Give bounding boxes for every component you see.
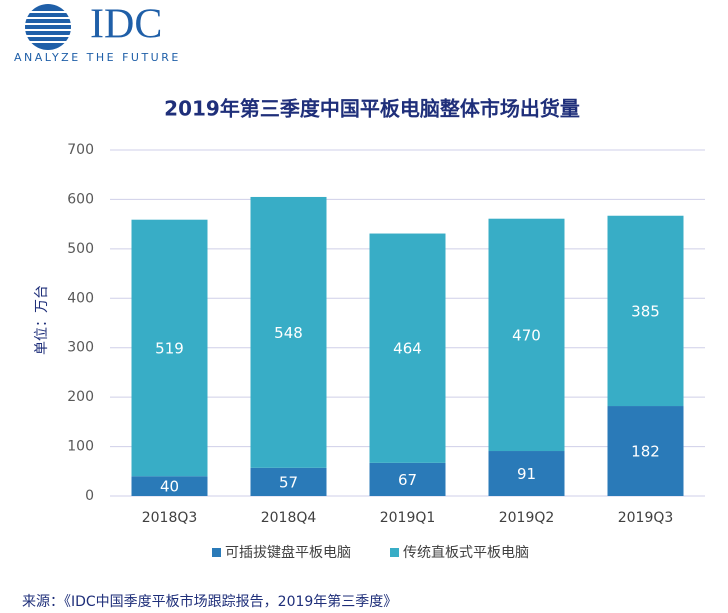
y-axis-label: 单位：万台: [34, 285, 50, 355]
logo-globe: [20, 4, 76, 50]
y-tick-label: 400: [67, 290, 94, 306]
data-label: 470: [512, 326, 541, 344]
bar-segment: [369, 233, 446, 463]
x-tick-label: 2019Q1: [380, 510, 436, 526]
x-tick-label: 2019Q3: [618, 510, 674, 526]
bar-segment: [488, 451, 565, 496]
x-tick-label: 2018Q3: [142, 510, 198, 526]
y-tick-label: 200: [67, 389, 94, 405]
x-tick-label: 2018Q4: [261, 510, 317, 526]
data-label: 464: [393, 340, 422, 358]
y-tick-label: 500: [67, 241, 94, 257]
y-tick-label: 600: [67, 191, 94, 207]
y-tick-label: 0: [85, 488, 94, 504]
y-tick-label: 300: [67, 340, 94, 356]
logo-tagline: ANALYZE THE FUTURE: [14, 51, 181, 64]
data-label: 548: [274, 324, 303, 342]
bar-segment: [488, 218, 565, 452]
chart-title: 2019年第三季度中国平板电脑整体市场出货量: [164, 97, 580, 121]
bar-segment: [607, 215, 684, 407]
data-label: 385: [631, 302, 660, 320]
bar-segment: [250, 196, 327, 468]
bar-segment: [369, 462, 446, 496]
legend-label: 可插拔键盘平板电脑: [225, 544, 351, 561]
legend-swatch: [212, 548, 221, 557]
legend-swatch: [390, 548, 399, 557]
bar-segment: [250, 467, 327, 496]
data-label: 182: [631, 443, 660, 461]
bar-segment: [131, 476, 208, 496]
data-label: 91: [517, 465, 536, 483]
legend-label: 传统直板式平板电脑: [403, 544, 529, 561]
bar-segment: [607, 406, 684, 496]
source-note: 来源：《IDC中国季度平板市场跟踪报告，2019年第三季度》: [22, 593, 397, 610]
data-label: 519: [155, 339, 184, 357]
logo-name: IDC: [90, 2, 162, 48]
bar-segment: [131, 219, 208, 477]
data-label: 40: [160, 478, 179, 496]
data-label: 67: [398, 471, 417, 489]
y-tick-label: 100: [67, 439, 94, 455]
x-tick-label: 2019Q2: [499, 510, 555, 526]
y-tick-label: 700: [67, 142, 94, 158]
data-label: 57: [279, 473, 298, 491]
